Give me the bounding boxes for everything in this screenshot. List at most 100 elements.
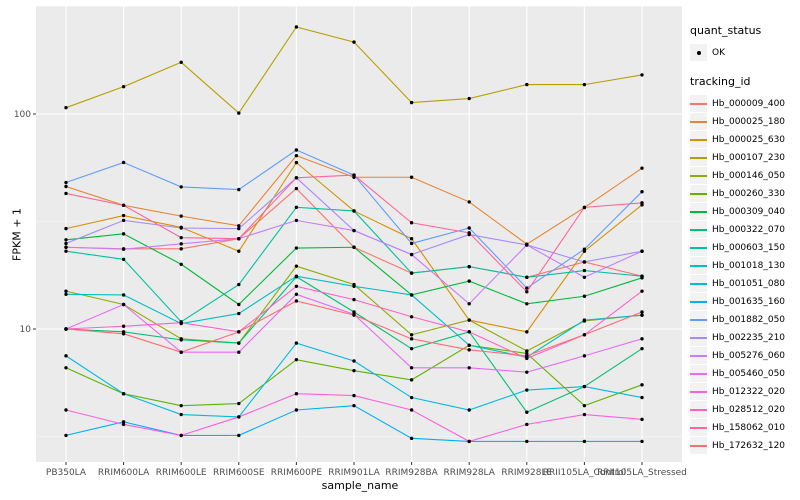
data-point [294, 299, 299, 303]
data-point [294, 408, 299, 412]
data-point [582, 403, 587, 408]
x-tick-label: PB350LA [46, 468, 87, 478]
data-point [179, 185, 183, 189]
data-point [409, 315, 414, 319]
y-axis-title: FPKM + 1 [10, 208, 24, 261]
data-point [64, 433, 68, 438]
data-point [582, 412, 587, 417]
data-point [467, 226, 471, 230]
x-tick-label: RRIM901LA [328, 468, 380, 478]
data-point [64, 249, 68, 253]
data-point [352, 393, 356, 398]
data-point [121, 247, 126, 251]
data-point [582, 275, 587, 279]
data-point [352, 403, 356, 408]
data-point [121, 392, 126, 396]
data-point [467, 302, 471, 306]
data-point [179, 320, 183, 325]
data-point [294, 205, 299, 210]
legend-item-Hb_000107_230: Hb_000107_230 [690, 149, 798, 166]
line-swatch-icon [690, 257, 707, 274]
data-point [121, 84, 126, 89]
data-point [409, 395, 414, 400]
data-point [294, 148, 299, 152]
legend-item-label: Hb_158062_010 [712, 422, 786, 433]
data-point [582, 439, 587, 444]
data-point [352, 245, 356, 249]
data-point [121, 213, 126, 218]
data-point [640, 289, 644, 293]
data-point [237, 401, 241, 406]
data-point [582, 268, 587, 273]
data-point [467, 264, 471, 269]
data-point [467, 408, 471, 412]
data-point [467, 318, 471, 322]
x-tick-label: RRIM928BA [385, 468, 438, 478]
data-point [121, 232, 126, 236]
data-point [467, 96, 471, 101]
legend-tracking-list: Hb_000009_400 Hb_000025_180 Hb_000025_630 H… [690, 95, 798, 454]
line-swatch-icon [690, 131, 707, 148]
data-point [409, 408, 414, 412]
legend-item-Hb_001635_160: Hb_001635_160 [690, 293, 798, 310]
legend-item-label: Hb_028512_020 [712, 404, 786, 415]
legend-item-Hb_158062_010: Hb_158062_010 [690, 419, 798, 436]
data-point [640, 310, 644, 314]
data-point [237, 341, 241, 345]
data-point [294, 153, 299, 158]
data-point [64, 241, 68, 246]
legend-item-Hb_005276_060: Hb_005276_060 [690, 347, 798, 364]
data-point [294, 160, 299, 165]
legend-item-Hb_001882_050: Hb_001882_050 [690, 311, 798, 328]
legend-item-label: Hb_000260_330 [712, 188, 786, 199]
legend-title-tracking-id: tracking_id [690, 75, 751, 88]
data-point [352, 310, 356, 314]
legend-item-Hb_001018_130: Hb_001018_130 [690, 257, 798, 274]
data-point [525, 243, 529, 247]
data-point [237, 350, 241, 354]
legend-item-Hb_000146_050: Hb_000146_050 [690, 167, 798, 184]
data-point [179, 338, 183, 342]
data-point [121, 302, 126, 307]
legend-item-Hb_002235_210: Hb_002235_210 [690, 329, 798, 346]
data-point [640, 417, 644, 422]
legend-item-Hb_000322_070: Hb_000322_070 [690, 221, 798, 238]
legend-item-label: OK [712, 47, 725, 58]
data-point [525, 275, 529, 279]
legend-item-ok: OK [690, 44, 798, 61]
data-point [582, 333, 587, 337]
data-point [525, 349, 529, 353]
plot-panel: 100 10 PB350LA RRIM600LA RRIM600LE RRIM600SE R… [14, 6, 687, 478]
data-point [525, 290, 529, 294]
data-point [64, 327, 68, 331]
data-point [640, 274, 644, 278]
x-tick-label: RRIM600SE [213, 468, 265, 478]
data-point [294, 264, 299, 268]
data-point [582, 247, 587, 251]
data-point [64, 354, 68, 358]
legend-item-Hb_012322_020: Hb_012322_020 [690, 383, 798, 400]
data-point [294, 274, 299, 278]
y-tick-label: 10 [20, 325, 32, 335]
legend-item-label: Hb_172632_120 [712, 440, 786, 451]
data-point [409, 252, 414, 257]
data-point [352, 284, 356, 288]
data-point [352, 209, 356, 213]
data-point [121, 203, 126, 208]
legend-item-label: Hb_005460_050 [712, 368, 786, 379]
data-point [237, 224, 241, 228]
data-point [640, 395, 644, 400]
data-point [352, 297, 356, 302]
data-point [179, 235, 183, 240]
data-point [409, 221, 414, 225]
data-point [467, 279, 471, 283]
data-point [525, 356, 529, 361]
data-point [64, 184, 68, 189]
data-point [64, 408, 68, 412]
data-point [409, 436, 414, 441]
data-point [409, 333, 414, 337]
legend-item-label: Hb_000146_050 [712, 170, 786, 181]
data-point [525, 286, 529, 290]
data-point [64, 366, 68, 370]
data-point [352, 228, 356, 233]
